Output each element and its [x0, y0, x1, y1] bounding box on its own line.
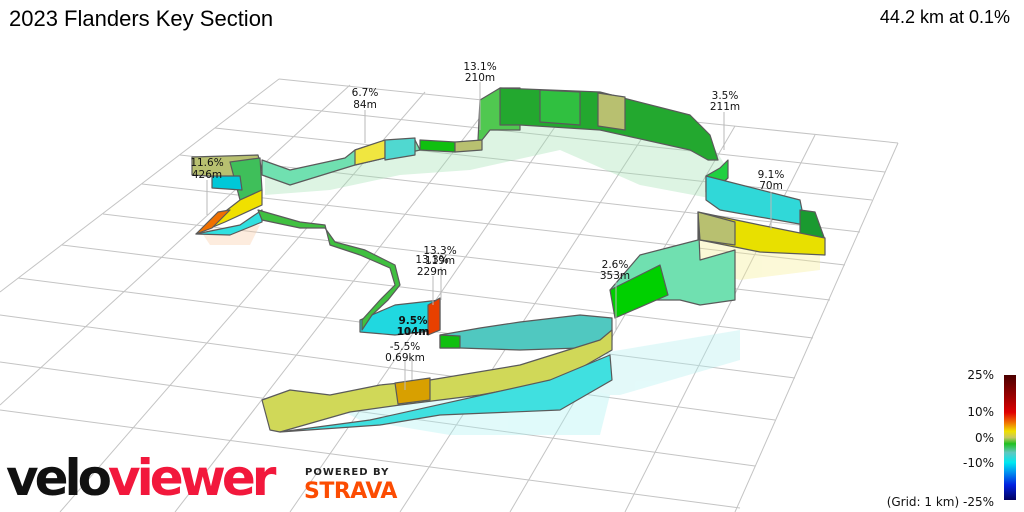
route-ribbon[interactable] [191, 87, 826, 433]
logo-velo: velo [6, 449, 112, 507]
climb-label-length: 0.69km [385, 352, 425, 364]
route-summary: 44.2 km at 0.1% [879, 7, 1010, 27]
climb-label-gradient: 13.3% [415, 254, 448, 266]
climb-label-length: 119m [425, 255, 455, 267]
climb-label-length: 70m [759, 180, 783, 192]
legend-low: -10% [962, 456, 994, 470]
legend-zero: 0% [974, 431, 994, 445]
climb-label-length: 210m [465, 72, 495, 84]
climb-label-gradient: 9.1% [758, 169, 785, 181]
legend-max: 25% [967, 368, 994, 382]
climb-label-length: 84m [353, 99, 377, 111]
powered-by-label: POWERED BY [305, 467, 390, 478]
climb-label-gradient: 11.6% [190, 157, 223, 169]
strava-logo[interactable]: STRAVA [304, 479, 397, 504]
climb-label-length: 104m [397, 326, 430, 338]
legend-min: (Grid: 1 km) -25% [886, 495, 994, 509]
logo-viewer: viewer [108, 449, 276, 507]
climb-label-gradient: 13.3% [423, 245, 456, 257]
climb-label-length: 353m [600, 270, 630, 282]
grid [0, 78, 899, 512]
gradient-color-scale [1004, 375, 1016, 500]
legend-high: 10% [967, 405, 994, 419]
page-title: 2023 Flanders Key Section [9, 6, 274, 31]
climb-labels: 11.6% 426m 6.7% 84m 13.1% 210m 3.5% 211m… [190, 61, 784, 364]
climb-label-gradient: 6.7% [352, 87, 379, 99]
climb-label-gradient: 2.6% [602, 259, 629, 271]
veloviewer-logo[interactable]: veloviewer [6, 449, 276, 507]
label-leaders [206, 82, 772, 390]
climb-label-length: 229m [417, 266, 447, 278]
climb-label-length: 114m [398, 326, 428, 338]
climb-label-gradient: 13.1% [463, 61, 496, 73]
climb-label-length: 211m [710, 101, 740, 113]
climb-label-length: 426m [192, 169, 222, 181]
climb-label-gradient: 9.5% [398, 315, 428, 327]
climb-label-gradient: 3.5% [712, 90, 739, 102]
climb-label-gradient: -5.5% [390, 341, 420, 353]
